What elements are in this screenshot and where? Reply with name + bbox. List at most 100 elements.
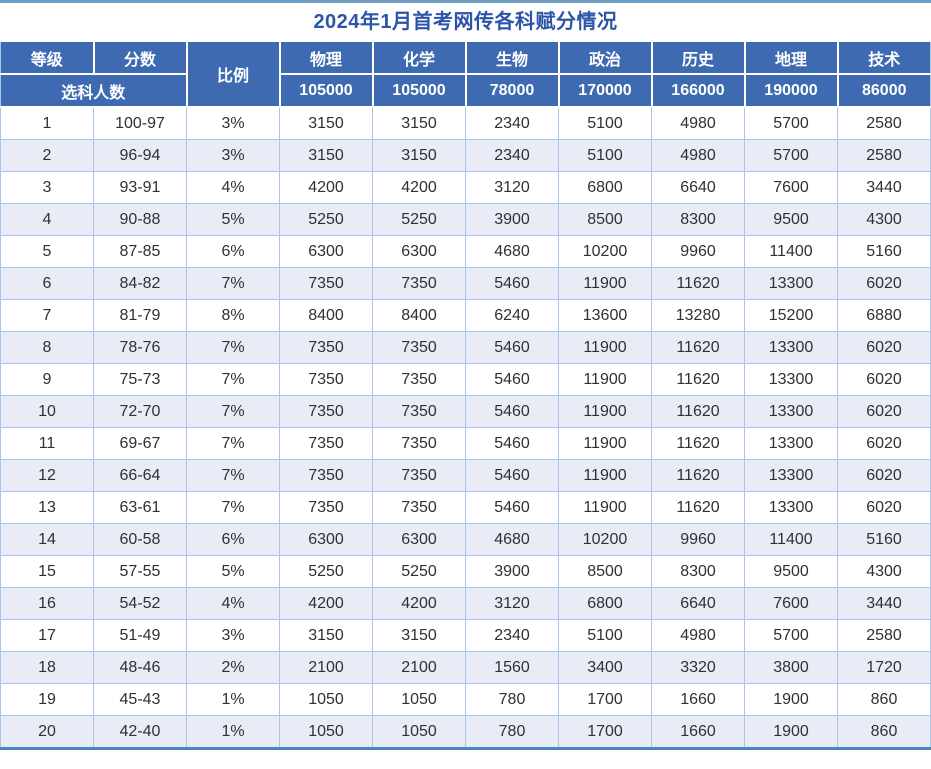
ratio-cell: 5% <box>186 203 280 236</box>
subject-selected-count: 166000 <box>650 73 746 108</box>
score-range-cell: 100-97 <box>93 106 187 140</box>
subject-value-cell: 7350 <box>279 267 373 300</box>
grade-cell: 5 <box>0 235 94 268</box>
subject-value-cell: 1050 <box>372 715 466 749</box>
subject-value-cell: 5460 <box>465 427 559 460</box>
subject-value-cell: 11620 <box>651 267 745 300</box>
subject-value-cell: 1050 <box>372 683 466 716</box>
subject-value-cell: 6640 <box>651 171 745 204</box>
subject-value-cell: 6020 <box>837 427 931 460</box>
subject-value-cell: 11620 <box>651 363 745 396</box>
subject-value-cell: 7350 <box>372 395 466 428</box>
table-row: 10 72-70 7% 7350 7350 5460 11900 11620 13300 6020 <box>0 395 931 428</box>
grade-cell: 10 <box>0 395 94 428</box>
subject-value-cell: 13300 <box>744 491 838 524</box>
subject-value-cell: 7350 <box>279 395 373 428</box>
subject-value-cell: 6300 <box>279 523 373 556</box>
subject-value-cell: 5700 <box>744 139 838 172</box>
score-range-cell: 93-91 <box>93 171 187 204</box>
table-row: 7 81-79 8% 8400 8400 6240 13600 13280 15200 6880 <box>0 299 931 332</box>
subject-value-cell: 6800 <box>558 171 652 204</box>
subject-value-cell: 7350 <box>372 459 466 492</box>
subject-value-cell: 2100 <box>279 651 373 684</box>
score-range-cell: 45-43 <box>93 683 187 716</box>
subject-value-cell: 7350 <box>279 491 373 524</box>
score-range-cell: 81-79 <box>93 299 187 332</box>
subject-value-cell: 5460 <box>465 459 559 492</box>
subject-value-cell: 5700 <box>744 619 838 652</box>
subject-value-cell: 5250 <box>372 555 466 588</box>
subject-value-cell: 5250 <box>279 555 373 588</box>
subject-value-cell: 2580 <box>837 619 931 652</box>
subject-value-cell: 6020 <box>837 395 931 428</box>
subject-value-cell: 11900 <box>558 395 652 428</box>
grade-cell: 3 <box>0 171 94 204</box>
score-range-cell: 90-88 <box>93 203 187 236</box>
subject-value-cell: 5250 <box>372 203 466 236</box>
subject-value-cell: 8500 <box>558 203 652 236</box>
table-row: 9 75-73 7% 7350 7350 5460 11900 11620 13300 6020 <box>0 363 931 396</box>
subject-selected-count: 190000 <box>743 73 839 108</box>
table-row: 13 63-61 7% 7350 7350 5460 11900 11620 13300 6020 <box>0 491 931 524</box>
subject-value-cell: 8400 <box>372 299 466 332</box>
subject-value-cell: 5100 <box>558 106 652 140</box>
table-row: 16 54-52 4% 4200 4200 3120 6800 6640 7600 3440 <box>0 587 931 620</box>
subject-value-cell: 6300 <box>279 235 373 268</box>
table-row: 3 93-91 4% 4200 4200 3120 6800 6640 7600 3440 <box>0 171 931 204</box>
score-range-cell: 69-67 <box>93 427 187 460</box>
subject-value-cell: 4680 <box>465 235 559 268</box>
subject-value-cell: 3440 <box>837 171 931 204</box>
subject-value-cell: 7600 <box>744 587 838 620</box>
subject-value-cell: 3400 <box>558 651 652 684</box>
subject-value-cell: 5700 <box>744 106 838 140</box>
grade-cell: 4 <box>0 203 94 236</box>
table-row: 2 96-94 3% 3150 3150 2340 5100 4980 5700 2580 <box>0 139 931 172</box>
ratio-cell: 7% <box>186 267 280 300</box>
ratio-cell: 3% <box>186 139 280 172</box>
ratio-cell: 3% <box>186 106 280 140</box>
grade-cell: 1 <box>0 106 94 140</box>
subject-value-cell: 3440 <box>837 587 931 620</box>
table-row: 11 69-67 7% 7350 7350 5460 11900 11620 13300 6020 <box>0 427 931 460</box>
subject-value-cell: 1560 <box>465 651 559 684</box>
subject-value-cell: 13280 <box>651 299 745 332</box>
ratio-cell: 4% <box>186 587 280 620</box>
subject-value-cell: 6020 <box>837 459 931 492</box>
page-title: 2024年1月首考网传各科赋分情况 <box>0 3 931 42</box>
table-row: 17 51-49 3% 3150 3150 2340 5100 4980 5700 2580 <box>0 619 931 652</box>
subject-value-cell: 11620 <box>651 427 745 460</box>
score-range-cell: 96-94 <box>93 139 187 172</box>
subject-value-cell: 11900 <box>558 491 652 524</box>
subject-value-cell: 13300 <box>744 395 838 428</box>
header-row-counts: 选科人数 105000 105000 78000 170000 166000 190000… <box>0 73 931 108</box>
grade-cell: 15 <box>0 555 94 588</box>
ratio-cell: 4% <box>186 171 280 204</box>
table-row: 15 57-55 5% 5250 5250 3900 8500 8300 9500 4300 <box>0 555 931 588</box>
score-range-cell: 78-76 <box>93 331 187 364</box>
score-range-cell: 51-49 <box>93 619 187 652</box>
grade-cell: 18 <box>0 651 94 684</box>
subject-value-cell: 7350 <box>279 427 373 460</box>
subject-value-cell: 3900 <box>465 555 559 588</box>
subject-header: 生物 <box>464 42 560 75</box>
subject-header: 地理 <box>743 42 839 75</box>
subject-value-cell: 860 <box>837 683 931 716</box>
subject-value-cell: 7350 <box>279 363 373 396</box>
subject-value-cell: 1900 <box>744 715 838 749</box>
subject-value-cell: 6880 <box>837 299 931 332</box>
subject-value-cell: 6300 <box>372 235 466 268</box>
subject-value-cell: 4300 <box>837 555 931 588</box>
score-range-cell: 57-55 <box>93 555 187 588</box>
subject-value-cell: 3150 <box>279 139 373 172</box>
subject-value-cell: 4300 <box>837 203 931 236</box>
subject-value-cell: 4200 <box>372 587 466 620</box>
ratio-cell: 7% <box>186 395 280 428</box>
score-range-cell: 63-61 <box>93 491 187 524</box>
grade-cell: 13 <box>0 491 94 524</box>
subject-value-cell: 7350 <box>279 459 373 492</box>
table-row: 4 90-88 5% 5250 5250 3900 8500 8300 9500 4300 <box>0 203 931 236</box>
subject-value-cell: 5250 <box>279 203 373 236</box>
ratio-cell: 6% <box>186 523 280 556</box>
subject-value-cell: 13300 <box>744 363 838 396</box>
